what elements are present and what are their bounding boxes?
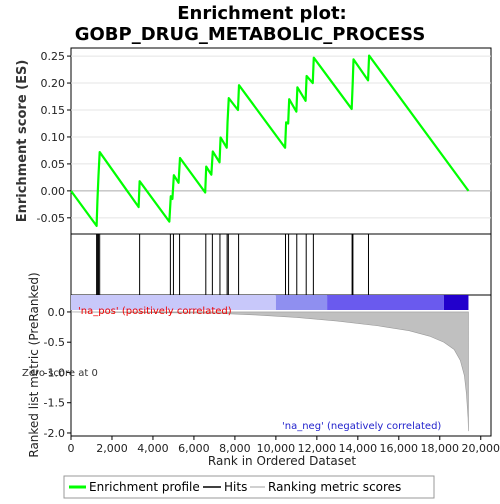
heat-segment <box>327 295 444 310</box>
ranked-ytick-label: -2.0 <box>44 427 65 440</box>
ranked-heat-bar <box>71 295 469 310</box>
hit-markers <box>96 234 369 295</box>
x-tick-label: 18,000 <box>421 442 460 455</box>
ranked-ytick-label: -1.0 <box>44 366 65 379</box>
heat-segment <box>275 295 328 310</box>
x-tick-label: 16,000 <box>380 442 419 455</box>
heat-segment <box>71 295 276 310</box>
hits-panel-frame <box>70 233 492 296</box>
x-tick-label: 2,000 <box>96 442 128 455</box>
legend: Enrichment profile Hits Ranking metric s… <box>63 475 435 499</box>
legend-hits-label: Hits <box>224 480 247 494</box>
es-ytick-label: 0.10 <box>41 131 66 144</box>
ranked-ytick-label: 0.0 <box>48 306 66 319</box>
x-tick-label: 4,000 <box>137 442 169 455</box>
es-ytick-label: 0.00 <box>41 185 66 198</box>
chart-title-line2: GOBP_DRUG_METABOLIC_PROCESS <box>75 24 426 45</box>
ranked-axis-label: Ranked list metric (PreRanked) <box>27 272 41 457</box>
x-axis-label: Rank in Ordered Dataset <box>208 454 356 468</box>
enrichment-profile-line <box>70 54 470 228</box>
es-ytick-label: 0.25 <box>41 50 66 63</box>
neg-correlated-label: 'na_neg' (negatively correlated) <box>282 421 441 432</box>
x-tick-label: 0 <box>68 442 75 455</box>
pos-correlated-label: 'na_pos' (positively correlated) <box>78 306 232 317</box>
es-ytick-label: -0.05 <box>37 212 65 225</box>
legend-enrichment-label: Enrichment profile <box>89 480 200 494</box>
heat-segment <box>443 295 469 310</box>
es-ytick-label: 0.05 <box>41 158 66 171</box>
axes-ticks: -0.05 0.00 0.05 0.10 0.15 0.20 0.25 0.0 -0.5 -1.0… <box>37 50 500 455</box>
legend-ranking-label: Ranking metric scores <box>268 480 401 494</box>
es-gridlines <box>71 55 491 219</box>
legend-box <box>63 475 435 499</box>
x-tick-label: 10,000 <box>257 442 296 455</box>
chart-title-line1: Enrichment plot: <box>177 3 347 24</box>
enrichment-profile <box>70 54 470 228</box>
es-ytick-label: 0.15 <box>41 104 66 117</box>
zero-score-label: Zero score at 0 <box>22 368 98 379</box>
ranked-metric-fill <box>70 311 469 432</box>
ranked-ytick-label: -0.5 <box>44 336 65 349</box>
x-tick-label: 20,000 <box>462 442 500 455</box>
ranked-metric-area <box>70 311 469 432</box>
x-tick-label: 8,000 <box>219 442 251 455</box>
es-axis-label: Enrichment score (ES) <box>15 60 30 223</box>
ranked-ytick-label: -1.5 <box>44 397 65 410</box>
x-tick-label: 12,000 <box>298 442 337 455</box>
x-tick-label: 6,000 <box>178 442 210 455</box>
x-tick-label: 14,000 <box>339 442 378 455</box>
es-ytick-label: 0.20 <box>41 77 66 90</box>
